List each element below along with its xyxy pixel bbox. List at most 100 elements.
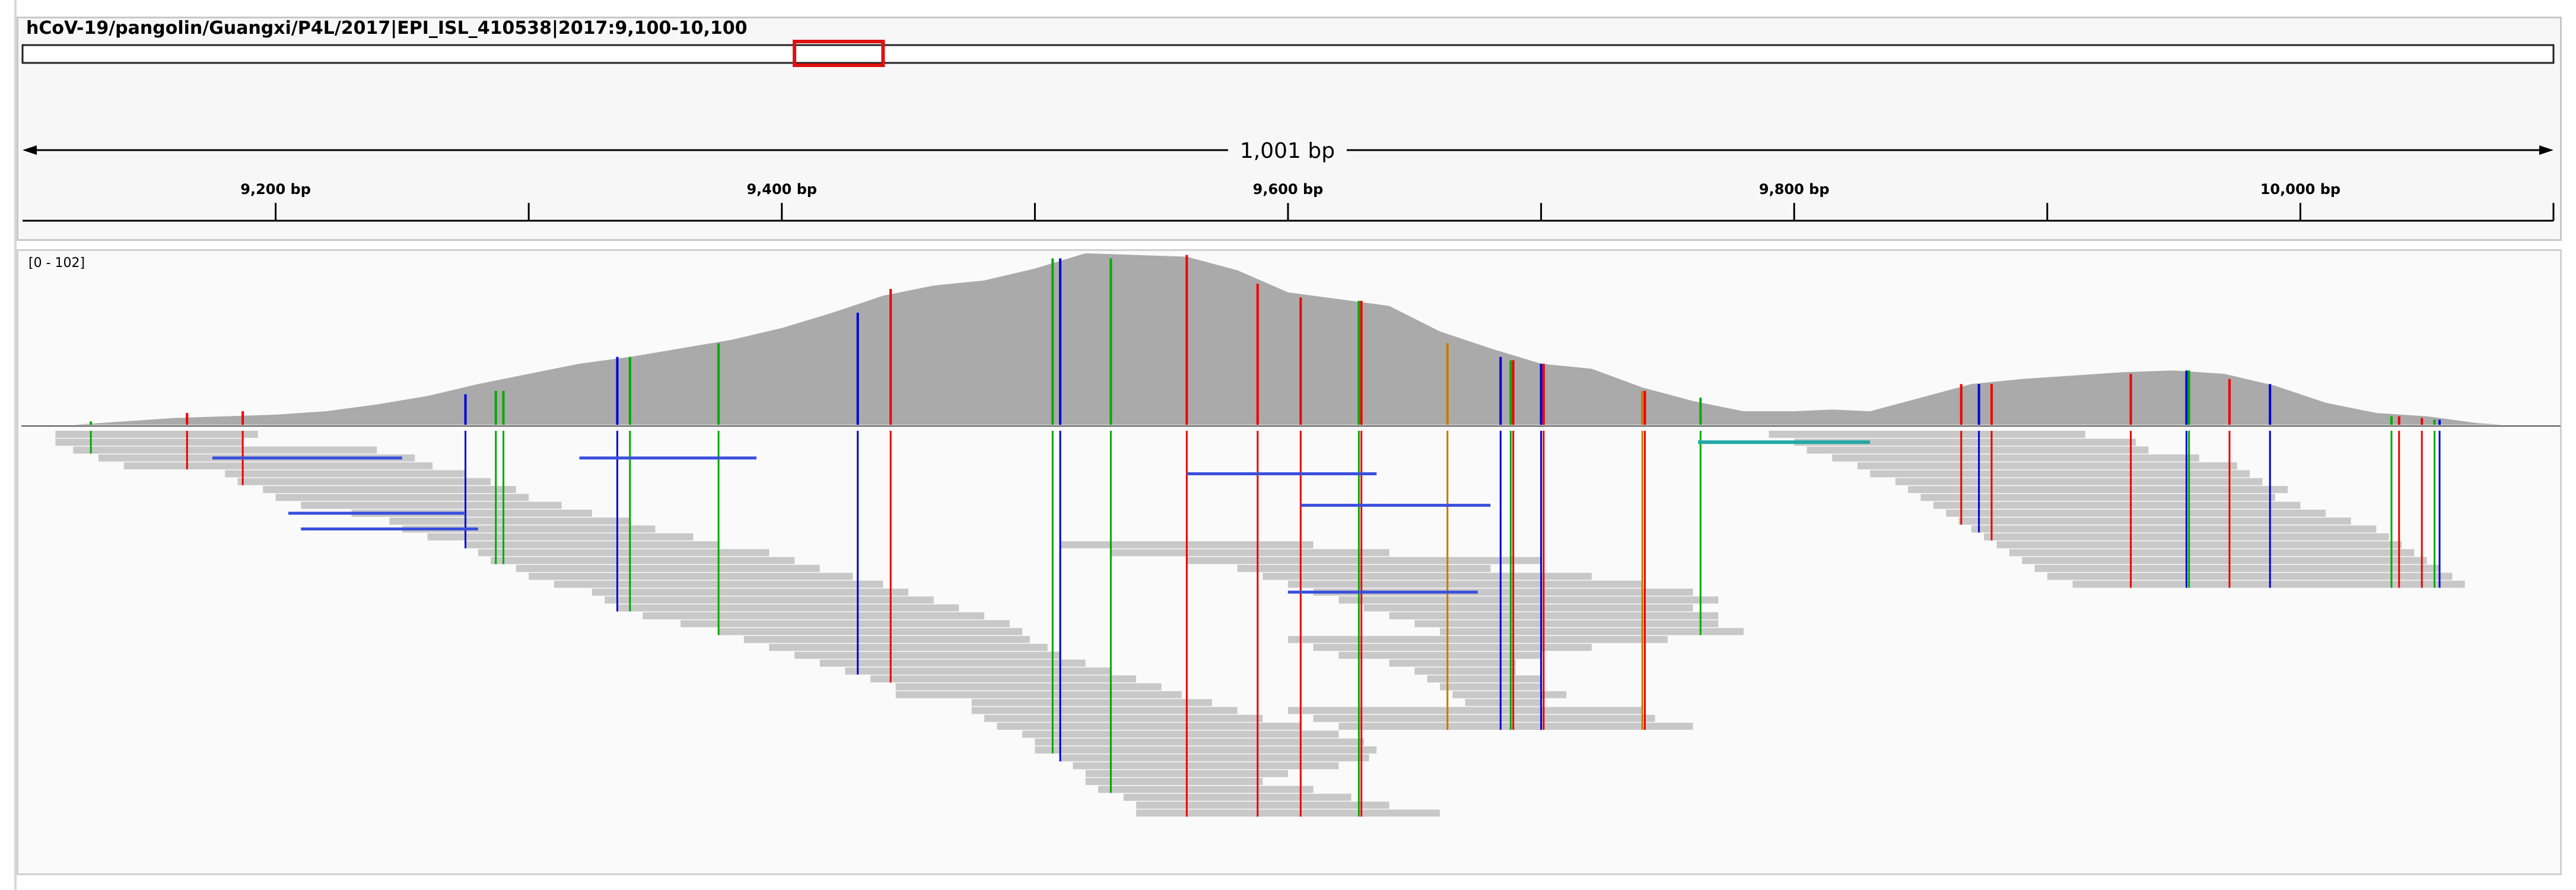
read[interactable]	[1414, 668, 1516, 675]
read[interactable]	[1288, 580, 1643, 588]
read[interactable]	[1338, 723, 1693, 730]
read[interactable]	[1870, 470, 2250, 478]
read[interactable]	[1313, 644, 1592, 651]
read[interactable]	[617, 604, 959, 612]
read[interactable]	[55, 438, 243, 446]
read[interactable]	[1414, 620, 1719, 628]
read[interactable]	[794, 651, 1061, 659]
read[interactable]	[1794, 438, 2136, 446]
read[interactable]	[491, 557, 795, 564]
read[interactable]	[1237, 565, 1491, 572]
read[interactable]	[643, 612, 985, 619]
read[interactable]	[2009, 549, 2415, 557]
read[interactable]	[1958, 517, 2351, 525]
read[interactable]	[465, 541, 719, 549]
read[interactable]	[1996, 541, 2402, 549]
read[interactable]	[123, 462, 433, 470]
read[interactable]	[1123, 793, 1351, 801]
read[interactable]	[1363, 604, 1693, 612]
read[interactable]	[1946, 510, 2326, 517]
read[interactable]	[1313, 589, 1693, 596]
read[interactable]	[301, 501, 562, 509]
read[interactable]	[1933, 501, 2301, 509]
coverage-track[interactable]	[23, 253, 2553, 425]
read[interactable]	[1338, 596, 1719, 604]
read[interactable]	[529, 573, 853, 580]
read[interactable]	[1971, 525, 2377, 533]
read[interactable]	[427, 533, 694, 541]
read[interactable]	[2072, 580, 2465, 588]
read[interactable]	[478, 549, 769, 557]
read[interactable]	[237, 478, 491, 485]
read[interactable]	[1389, 612, 1719, 619]
read[interactable]	[1136, 802, 1389, 809]
read[interactable]	[1427, 675, 1541, 683]
read[interactable]	[225, 470, 466, 478]
read[interactable]	[1288, 635, 1668, 643]
read[interactable]	[984, 714, 1263, 722]
read[interactable]	[743, 635, 1030, 643]
read[interactable]	[1465, 699, 1541, 707]
read[interactable]	[1060, 754, 1369, 762]
read[interactable]	[1098, 786, 1314, 793]
read[interactable]	[2047, 573, 2453, 580]
ruler[interactable]: 1,001 bp 9,200 bp 9,400 bp 9,600 bp 9,800 b…	[0, 0, 2576, 249]
read[interactable]	[1022, 730, 1339, 738]
read[interactable]	[1920, 494, 2275, 501]
span-arrow-right-icon	[2539, 145, 2553, 155]
read[interactable]	[2034, 565, 2440, 572]
chromosome-ideogram[interactable]	[0, 0, 2576, 71]
read[interactable]	[2022, 557, 2427, 564]
read[interactable]	[1262, 573, 1592, 580]
read[interactable]	[1439, 628, 1744, 635]
read[interactable]	[275, 494, 529, 501]
read[interactable]	[1035, 738, 1364, 746]
read[interactable]	[997, 723, 1301, 730]
ideogram-bar[interactable]	[21, 44, 2555, 64]
read[interactable]	[769, 644, 1048, 651]
read[interactable]	[895, 683, 1162, 691]
read[interactable]	[1073, 762, 1339, 770]
read[interactable]	[870, 675, 1137, 683]
read[interactable]	[1439, 683, 1541, 691]
read[interactable]	[971, 699, 1213, 707]
read[interactable]	[402, 525, 656, 533]
read[interactable]	[1452, 691, 1567, 698]
read[interactable]	[1908, 486, 2288, 493]
read[interactable]	[1085, 778, 1263, 786]
read[interactable]	[351, 510, 592, 517]
read[interactable]	[1187, 557, 1541, 564]
read[interactable]	[1288, 707, 1643, 714]
alignment-track[interactable]	[55, 431, 2465, 817]
locus-title: hCoV-19/pangolin/Guangxi/P4L/2017|EPI_IS…	[26, 18, 748, 39]
read[interactable]	[1389, 659, 1516, 667]
read[interactable]	[718, 628, 1023, 635]
window-border	[14, 0, 17, 890]
read[interactable]	[895, 691, 1182, 698]
read[interactable]	[845, 668, 1111, 675]
read[interactable]	[971, 707, 1238, 714]
read[interactable]	[389, 517, 630, 525]
read[interactable]	[819, 659, 1086, 667]
read[interactable]	[55, 431, 258, 438]
read[interactable]	[73, 446, 377, 454]
read[interactable]	[1313, 714, 1655, 722]
read[interactable]	[1111, 549, 1389, 557]
read[interactable]	[516, 565, 820, 572]
read[interactable]	[591, 589, 909, 596]
read[interactable]	[1136, 809, 1440, 817]
read[interactable]	[263, 486, 516, 493]
read[interactable]	[1895, 478, 2263, 485]
span-arrow-left-icon	[23, 145, 37, 155]
ideogram-current-region[interactable]	[793, 40, 885, 67]
read[interactable]	[605, 596, 934, 604]
read[interactable]	[680, 620, 1010, 628]
read[interactable]	[1338, 651, 1541, 659]
read[interactable]	[1857, 462, 2237, 470]
read[interactable]	[1769, 431, 2085, 438]
read[interactable]	[1807, 446, 2149, 454]
ruler-tick-label: 9,400 bp	[746, 181, 817, 198]
read[interactable]	[1832, 454, 2199, 462]
read[interactable]	[1035, 746, 1377, 754]
